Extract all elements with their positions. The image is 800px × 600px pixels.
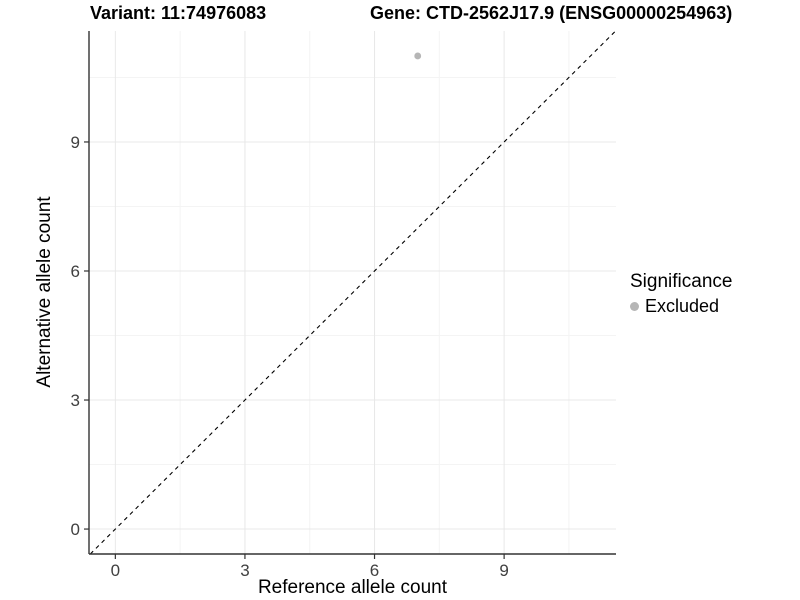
y-tick-label: 0 [71,520,80,539]
y-axis-label: Alternative allele count [34,196,55,388]
x-tick-label: 9 [499,561,508,580]
y-tick-label: 9 [71,133,80,152]
legend-title: Significance [630,271,733,292]
y-tick-label: 3 [71,391,80,410]
legend-items: Excluded [630,296,732,317]
legend-point-icon [630,302,639,311]
x-tick-label: 6 [370,561,379,580]
legend: Significance Excluded [630,271,732,317]
legend-item: Excluded [630,296,732,317]
x-axis-label: Reference allele count [257,577,448,598]
plot-title-variant: Variant: 11:74976083 [90,3,267,23]
y-tick-label: 6 [71,262,80,281]
x-tick-label: 3 [240,561,249,580]
x-tick-label: 0 [111,561,120,580]
legend-item-label: Excluded [645,296,720,316]
identity-reference-line [89,30,616,555]
data-point [414,52,422,60]
plot-title-gene: Gene: CTD-2562J17.9 (ENSG00000254963) [370,3,733,23]
